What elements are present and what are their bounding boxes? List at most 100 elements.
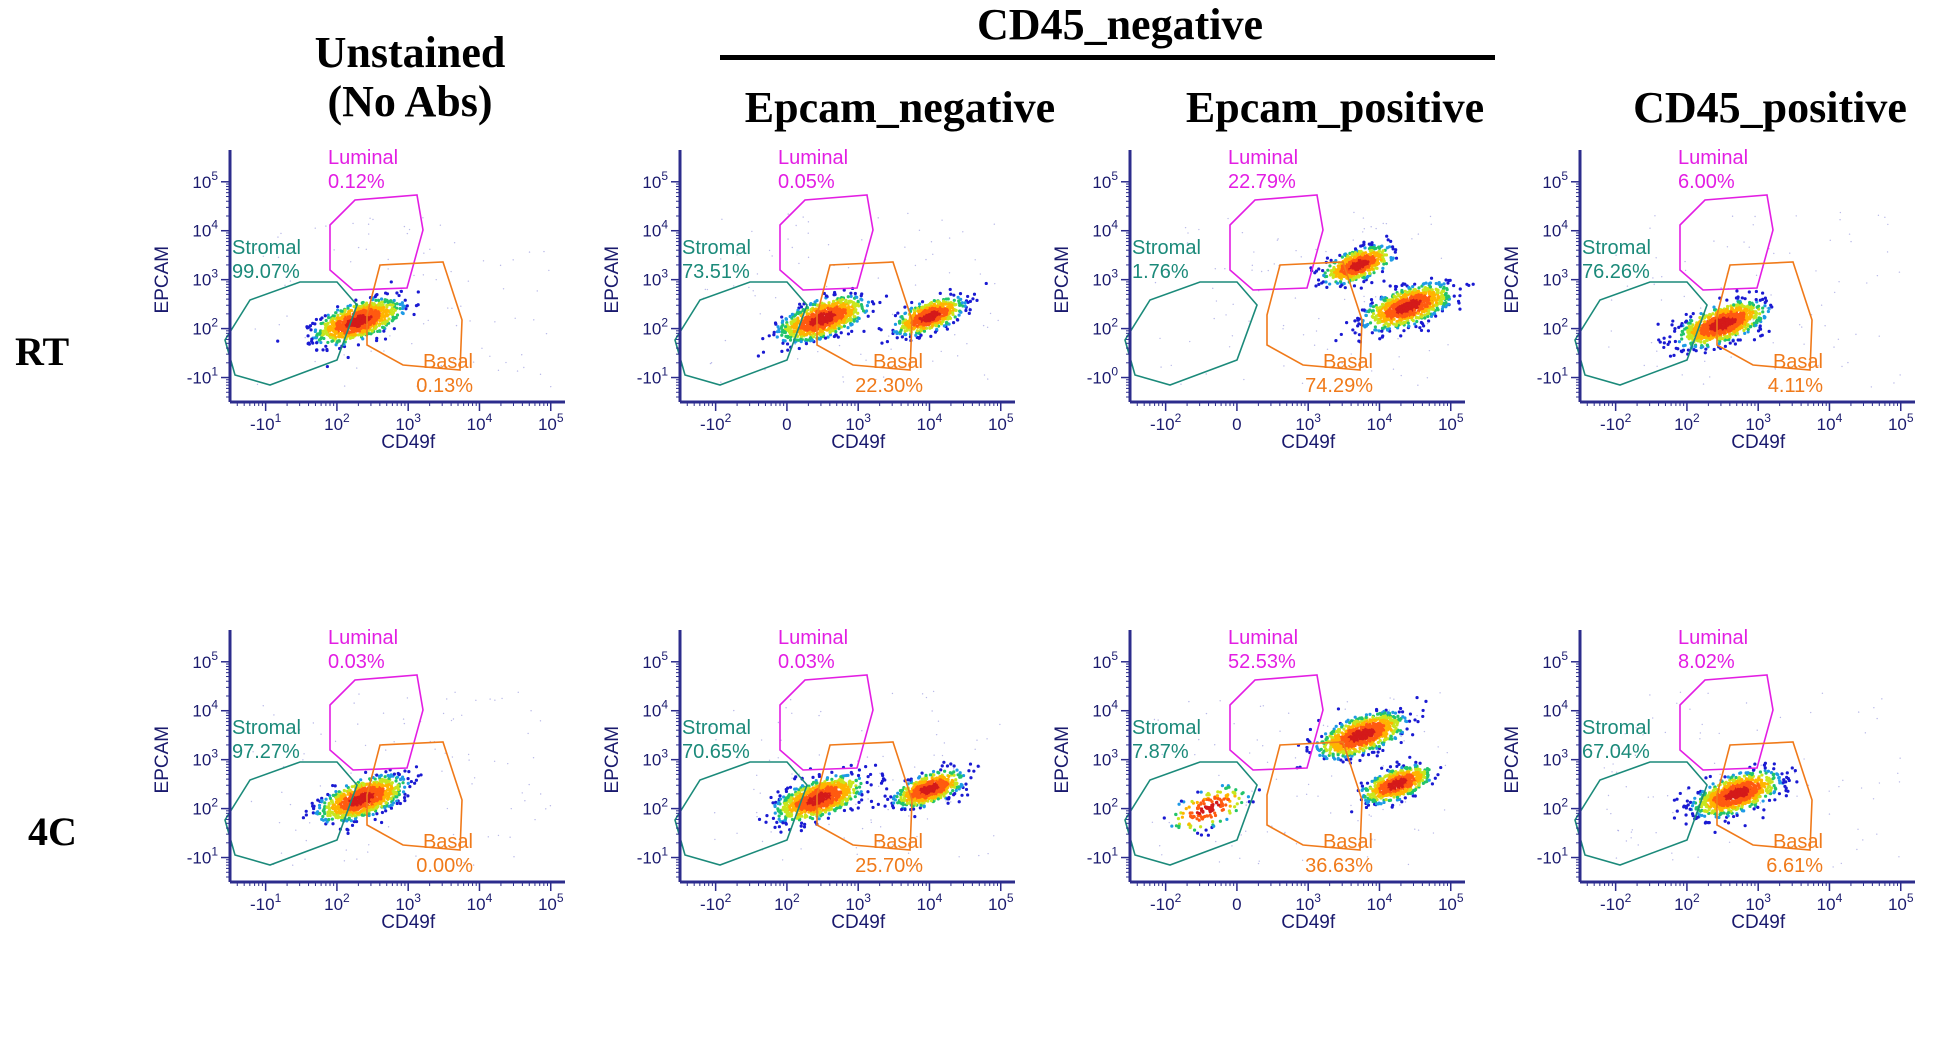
event-dot [1743,241,1745,243]
cluster-event [834,330,838,334]
event-dot [1232,303,1234,306]
cluster-event [1761,310,1765,314]
cluster-event [917,319,921,324]
gate-label-basal: Basal [423,351,473,373]
cluster-event [338,319,342,324]
cluster-event [332,314,336,318]
cluster-event [1431,304,1435,308]
cluster-event [1380,329,1384,333]
cluster-event [1438,300,1442,304]
cluster-event [1411,284,1415,289]
cluster-event [851,301,856,305]
cluster-event [823,304,827,308]
gate-value-basal: 0.13% [416,375,473,397]
cluster-event [1385,246,1390,250]
event-dot [1817,364,1819,367]
gate-value-basal: 22.30% [855,375,923,397]
cluster-event [843,311,848,315]
cluster-event [829,321,833,325]
gate-label-stromal: Stromal [1132,237,1201,259]
event-dot [1363,295,1365,298]
event-dot [1301,382,1304,385]
cluster-event [825,317,829,321]
cluster-event [772,333,776,337]
cluster-event [354,298,358,302]
cluster-event [936,324,941,328]
cluster-event [918,325,923,329]
cluster-event [939,308,943,312]
cluster-event [358,322,363,326]
cluster-event [1400,288,1404,293]
y-tick-label: 105 [1092,169,1118,192]
cluster-event [823,336,828,340]
cluster-event [819,322,823,326]
cluster-event [1435,306,1439,310]
cluster-event [1317,282,1321,286]
cluster-event [1370,264,1374,268]
event-dot [1215,300,1218,302]
cluster-event [1439,291,1443,295]
event-dot [1283,365,1285,367]
cluster-event [369,307,373,311]
cluster-event [910,306,914,310]
cluster-event [1357,258,1361,262]
cluster-event [336,305,340,309]
cluster-event [1425,300,1429,304]
cluster-event [966,294,970,299]
cluster-event [872,302,876,306]
cluster-event [805,321,810,325]
event-dot [1702,383,1705,385]
cluster-event [1378,337,1382,341]
x-tick-label: -101 [250,411,282,434]
cluster-event [1363,267,1367,272]
plot-rt-epcam-positive: Luminal 22.79% Stromal 1.76% Basal 74.29% -102… [1052,147,1475,540]
gate-stromal [224,281,358,386]
cluster-event [784,317,789,321]
cluster-event [1389,309,1393,313]
cluster-event [847,299,851,303]
event-dot [1205,373,1207,375]
cluster-event [1357,333,1362,337]
cluster-event [1378,313,1382,318]
cluster-event [336,313,340,317]
cluster-event [1444,278,1448,282]
event-dot [1803,343,1805,345]
cluster-event [1364,251,1368,255]
cluster-event [1423,294,1427,298]
cluster-event [794,326,799,330]
event-dot [860,353,862,355]
cluster-event [362,305,366,309]
event-dot [1615,254,1617,256]
cluster-event [1406,321,1410,325]
cluster-event [331,329,336,333]
cluster-event [1711,312,1715,316]
cluster-event [1392,309,1397,313]
cluster-event [324,318,328,323]
cluster-event [984,281,988,286]
event-dot [1713,240,1715,242]
event-dot [1294,297,1297,299]
cluster-event [1398,321,1402,325]
cluster-event [1767,306,1771,310]
event-dot [451,307,453,309]
cluster-event [359,309,363,313]
cluster-event [1380,269,1385,274]
cluster-event [1353,331,1357,335]
event-dot [842,381,845,383]
cluster-event [893,322,898,326]
cluster-event [1351,261,1356,265]
gate-label-stromal: Stromal [232,237,301,259]
event-dot [966,343,968,345]
cluster-event [801,322,805,326]
cluster-event [1417,316,1421,320]
cluster-event [1426,314,1430,318]
cluster-event [1442,282,1446,286]
cluster-event [1374,314,1378,318]
cluster-event [1314,284,1318,288]
cluster-event [1366,268,1370,272]
cluster-event [841,314,845,318]
event-dot [453,242,456,244]
event-dot [1343,298,1346,301]
cluster-event [834,323,838,327]
cluster-event [831,329,835,333]
